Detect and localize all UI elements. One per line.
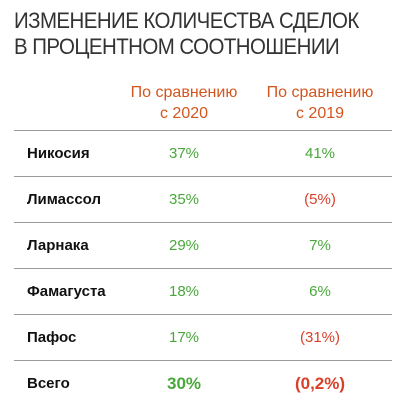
column-header-2019-line1: По сравнению: [266, 84, 374, 101]
change-vs-2020: 17%: [168, 329, 200, 346]
table-row: Фамагуста 18% 6%: [14, 268, 392, 314]
column-header-2019: По сравнению с 2019: [250, 82, 390, 124]
city-name: Лимассол: [27, 191, 101, 208]
city-name: Фамагуста: [27, 283, 106, 300]
change-vs-2020: 18%: [168, 283, 200, 300]
total-label: Всего: [27, 375, 70, 392]
table-row: Лимассол 35% (5%): [14, 176, 392, 222]
change-vs-2020: 29%: [168, 237, 200, 254]
city-name: Ларнака: [27, 237, 89, 254]
change-vs-2019: (5%): [304, 191, 336, 208]
table-row: Ларнака 29% 7%: [14, 222, 392, 268]
column-header-2019-line2: с 2019: [295, 105, 345, 122]
deals-table: Никосия 37% 41% Лимассол 35% (5%) Ларнак…: [14, 130, 392, 408]
page-title: ИЗМЕНЕНИЕ КОЛИЧЕСТВА СДЕЛОК В ПРОЦЕНТНОМ…: [14, 8, 394, 60]
city-name: Пафос: [27, 329, 77, 346]
total-change-vs-2019: (0,2%): [294, 374, 346, 393]
city-name: Никосия: [27, 145, 90, 162]
change-vs-2019: 41%: [304, 145, 336, 162]
change-vs-2020: 35%: [168, 191, 200, 208]
column-header-2020-line1: По сравнению: [130, 84, 238, 101]
title-line-1: ИЗМЕНЕНИЕ КОЛИЧЕСТВА СДЕЛОК: [14, 8, 359, 33]
change-vs-2019: 7%: [309, 237, 331, 254]
change-vs-2020: 37%: [168, 145, 200, 162]
total-change-vs-2020: 30%: [166, 374, 202, 393]
column-header-2020-line2: с 2020: [159, 105, 209, 122]
total-row: Всего 30% (0,2%): [14, 360, 392, 408]
change-vs-2019: 6%: [309, 283, 331, 300]
table-row: Никосия 37% 41%: [14, 130, 392, 176]
column-header-2020: По сравнению с 2020: [114, 82, 254, 124]
change-vs-2019: (31%): [299, 329, 340, 346]
title-line-2: В ПРОЦЕНТНОМ СООТНОШЕНИИ: [14, 34, 340, 59]
table-row: Пафос 17% (31%): [14, 314, 392, 360]
